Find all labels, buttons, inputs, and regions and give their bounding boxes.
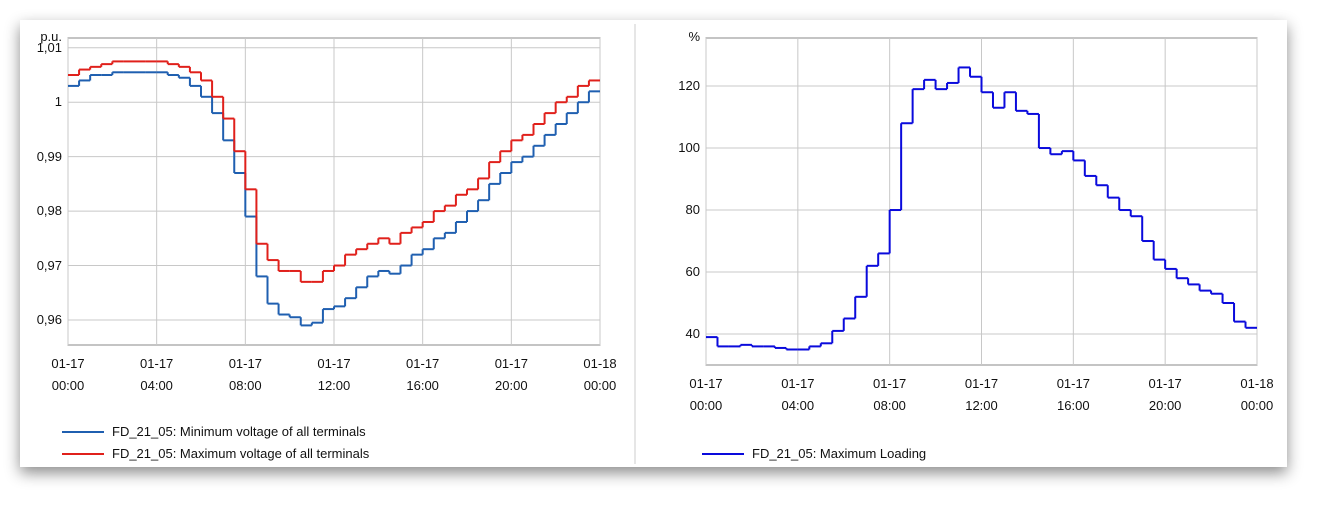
step-riser (78, 72, 590, 326)
x-tick-label: 01-17 04:00 (781, 376, 815, 413)
legend-label: FD_21_05: Maximum Loading (752, 446, 927, 461)
x-tick-label: 01-17 04:00 (140, 356, 174, 393)
y-tick-label: 100 (678, 140, 700, 156)
y-tick-label: 0,99 (36, 148, 62, 164)
y-tick-label: 60 (685, 264, 700, 279)
x-tick-label: 01-17 12:00 (317, 356, 351, 393)
step-riser (716, 67, 1247, 350)
y-tick-label: 80 (685, 202, 700, 218)
y-tick-label: 0,97 (36, 257, 62, 273)
x-tick-label: 01-17 08:00 (228, 356, 262, 393)
x-tick-label: 01-17 08:00 (873, 376, 907, 413)
x-tick-label: 01-17 16:00 (1056, 376, 1090, 413)
y-unit-label: p.u. (40, 29, 62, 44)
x-tick-label: 01-18 00:00 (583, 356, 617, 393)
y-tick-label: 0,96 (36, 311, 62, 327)
x-tick-label: 01-17 20:00 (494, 356, 528, 393)
x-tick-label: 01-18 00:00 (1240, 376, 1274, 413)
x-tick-label: 01-17 00:00 (51, 356, 85, 393)
y-tick-label: 120 (678, 78, 700, 94)
y-tick-label: 40 (685, 326, 700, 341)
x-tick-label: 01-17 00:00 (689, 376, 723, 413)
legend-label: FD_21_05: Maximum voltage of all termina… (112, 446, 370, 461)
x-tick-label: 01-17 12:00 (964, 376, 999, 413)
y-tick-label: 1,01 (36, 39, 62, 55)
x-tick-label: 01-17 16:00 (406, 356, 440, 393)
x-tick-label: 01-17 20:00 (1148, 376, 1182, 413)
step-riser (78, 61, 590, 282)
y-tick-label: 0,98 (36, 203, 62, 219)
y-unit-label: % (688, 29, 700, 44)
legend-label: FD_21_05: Minimum voltage of all termina… (112, 424, 366, 439)
y-tick-label: 1 (54, 94, 62, 110)
